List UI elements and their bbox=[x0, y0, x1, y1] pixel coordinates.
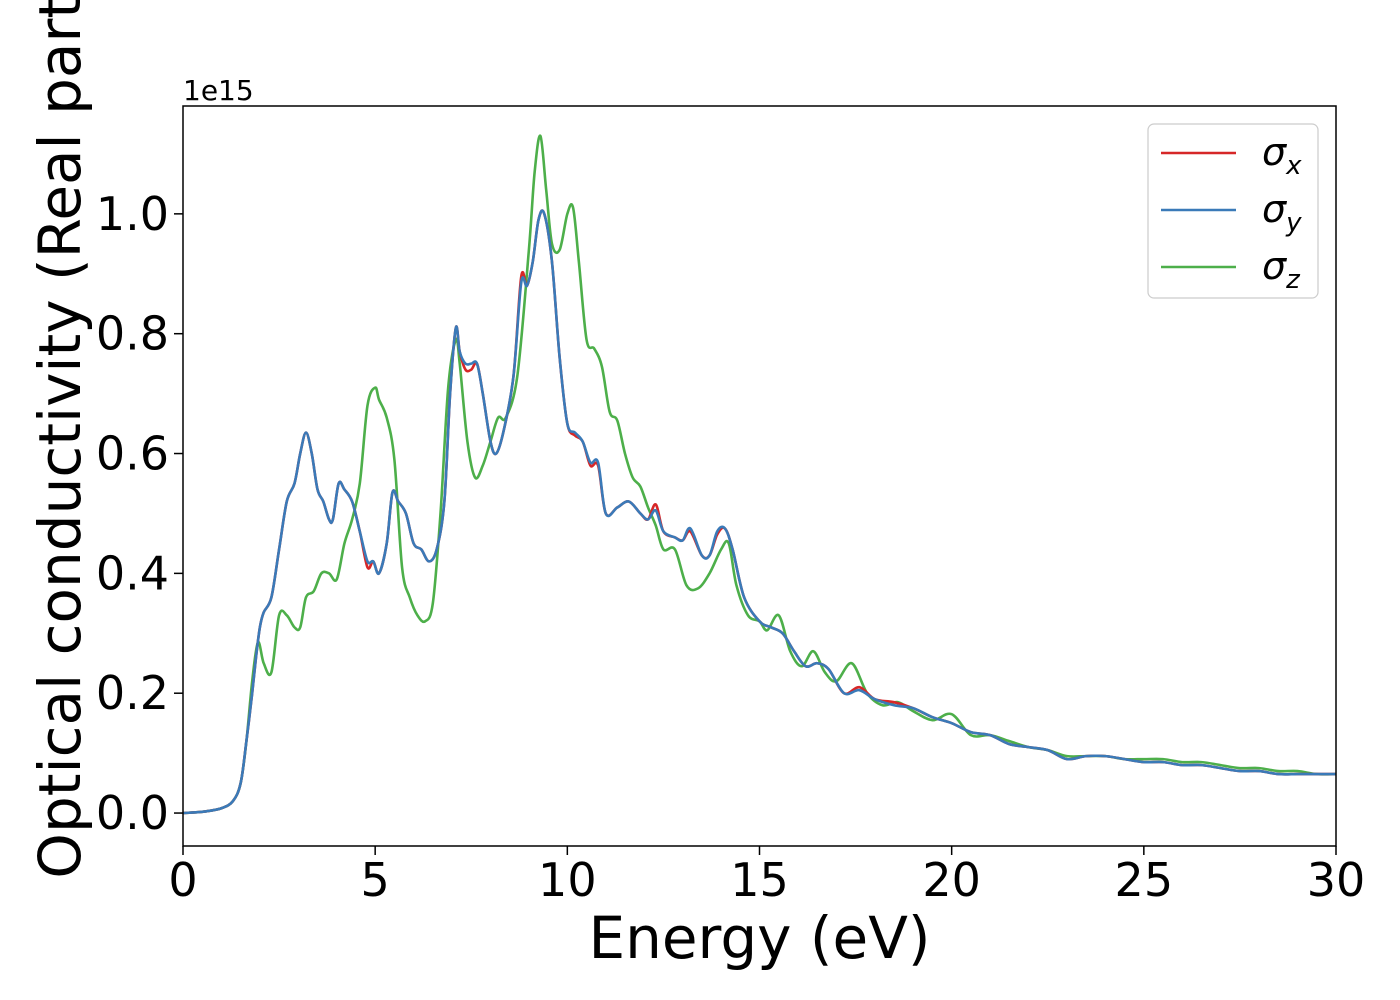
y-tick-label: 0.6 bbox=[96, 427, 169, 481]
x-tick-label: 30 bbox=[1307, 853, 1366, 907]
series-line-y bbox=[183, 209, 1336, 815]
x-tick-label: 0 bbox=[168, 853, 197, 907]
y-tick-label: 0.0 bbox=[96, 786, 169, 840]
legend-label-x: σx bbox=[1262, 130, 1302, 181]
x-tick-label: 20 bbox=[922, 853, 981, 907]
y-tick-label: 0.8 bbox=[96, 307, 169, 361]
axis-ticks: 0 5 10 15 20 25 30 0.0 0.2 0.4 0.6 0.8 1.0 bbox=[96, 187, 1365, 907]
x-tick-label: 10 bbox=[538, 853, 597, 907]
legend: σx σy σz bbox=[1147, 123, 1319, 299]
y-tick-label: 0.4 bbox=[96, 546, 169, 600]
x-tick-label: 15 bbox=[730, 853, 789, 907]
legend-label-z: σz bbox=[1262, 244, 1301, 295]
x-tick-label: 25 bbox=[1115, 853, 1174, 907]
y-offset-label: 1e15 bbox=[183, 74, 254, 107]
y-tick-label: 1.0 bbox=[96, 187, 169, 241]
x-tick-label: 5 bbox=[361, 853, 390, 907]
series-lines bbox=[183, 134, 1336, 815]
y-tick-label: 0.2 bbox=[96, 666, 169, 720]
legend-label-y: σy bbox=[1262, 187, 1302, 238]
y-axis-title: Optical conductivity (Real part) bbox=[26, 0, 94, 879]
x-axis-title: Energy (eV) bbox=[588, 904, 930, 972]
